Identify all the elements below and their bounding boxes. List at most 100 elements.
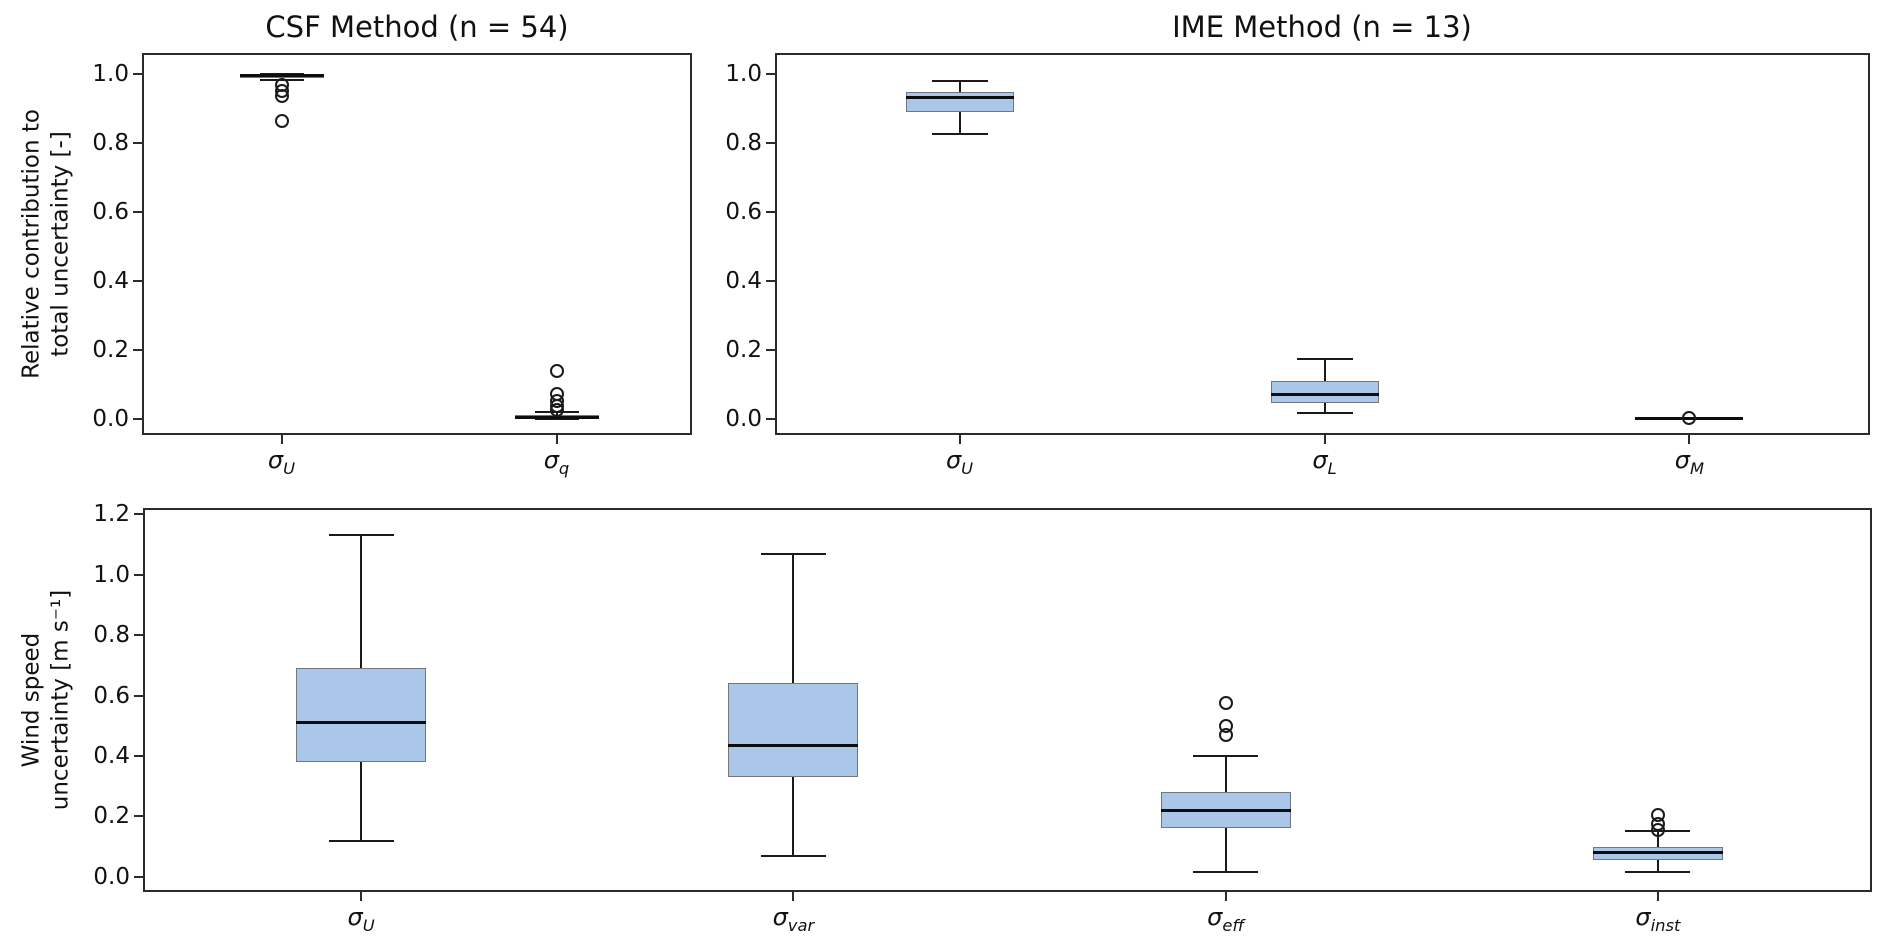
- y-tick-mark: [766, 418, 775, 421]
- csf-plot-title: CSF Method (n = 54): [265, 10, 569, 44]
- box-cap-lower: [760, 854, 826, 857]
- box-whisker-upper: [958, 81, 961, 93]
- y-tick-mark: [766, 142, 775, 145]
- y-tick-mark: [133, 349, 142, 352]
- y-tick-mark: [134, 694, 143, 697]
- y-tick-label: 0.6: [93, 682, 130, 709]
- wind-speed-uncertainty-plot-area: 0.0 0.2 0.4 0.6 0.8 1.0 1.2 σU σvar σeff σinst: [93, 501, 1872, 935]
- y-tick-label: 0.4: [92, 268, 129, 295]
- x-tick-mark: [1656, 892, 1659, 901]
- median-line: [514, 415, 599, 419]
- median-line: [728, 743, 859, 747]
- box-whisker-lower: [958, 112, 961, 134]
- y-tick-label: 0.0: [725, 406, 762, 433]
- x-tick-label-M: σM: [1674, 446, 1705, 478]
- box-cap-upper: [1193, 754, 1259, 757]
- box-whisker-lower: [1323, 403, 1326, 414]
- box-cap-lower: [1296, 412, 1353, 415]
- box-whisker-lower: [1224, 828, 1227, 873]
- y-tick-label: 0.6: [725, 199, 762, 226]
- box-whisker-upper: [792, 553, 795, 684]
- outlier-point: [274, 88, 289, 103]
- x-tick-mark: [1688, 435, 1691, 444]
- x-tick-label-var: σvar: [772, 903, 815, 935]
- ime-method-plot-area: 0.0 0.2 0.4 0.6 0.8 1.0 σU σL σM: [725, 53, 1870, 478]
- x-tick-mark: [360, 892, 363, 901]
- x-tick-label-inst: σinst: [1635, 903, 1681, 935]
- relative-contribution-axis-label: Relative contribution to total uncertain…: [18, 109, 73, 379]
- y-tick-label: 0.4: [725, 268, 762, 295]
- x-tick-mark: [958, 435, 961, 444]
- y-tick-label: 0.6: [92, 199, 129, 226]
- y-tick-mark: [766, 211, 775, 214]
- y-tick-label: 0.8: [92, 130, 129, 157]
- x-tick-label-U: σU: [945, 446, 974, 478]
- x-tick-label-L: σL: [1312, 446, 1337, 478]
- x-tick-label-U: σU: [267, 446, 296, 478]
- box-cap-upper: [760, 552, 826, 555]
- x-tick-label-U: σU: [347, 903, 375, 935]
- outlier-point: [274, 113, 289, 128]
- y-tick-label: 0.0: [93, 863, 130, 890]
- y-tick-mark: [133, 280, 142, 283]
- x-tick-label-eff: σeff: [1207, 903, 1245, 935]
- x-tick-label-q: σq: [543, 446, 570, 478]
- x-tick-mark: [1323, 435, 1326, 444]
- y-tick-mark: [134, 815, 143, 818]
- box-cap-lower: [328, 839, 394, 842]
- box-cap-lower: [1193, 871, 1259, 874]
- y-tick-mark: [134, 754, 143, 757]
- median-line: [239, 74, 324, 78]
- y-tick-mark: [134, 875, 143, 878]
- y-tick-mark: [133, 73, 142, 76]
- x-tick-mark: [1224, 892, 1227, 901]
- box-whisker-upper: [1224, 755, 1227, 793]
- outlier-point: [549, 403, 564, 418]
- csf-method-plot-area: 0.0 0.2 0.4 0.6 0.8 1.0 σU σq: [92, 53, 692, 478]
- y-tick-label: 0.0: [92, 406, 129, 433]
- median-line: [1592, 851, 1723, 855]
- box-whisker-upper: [360, 535, 363, 669]
- y-tick-mark: [134, 634, 143, 637]
- y-tick-mark: [134, 573, 143, 576]
- y-tick-mark: [134, 513, 143, 516]
- box-whisker-lower: [792, 777, 795, 856]
- y-tick-mark: [766, 349, 775, 352]
- median-line: [296, 721, 427, 725]
- y-tick-label: 0.4: [93, 742, 130, 769]
- y-tick-mark: [133, 142, 142, 145]
- box-cap-lower: [1625, 871, 1691, 874]
- box-L: [1270, 381, 1379, 404]
- y-tick-label: 0.2: [92, 337, 129, 364]
- y-tick-mark: [133, 211, 142, 214]
- box-cap-lower: [534, 418, 579, 421]
- box-cap-lower: [931, 132, 988, 135]
- median-line: [1160, 808, 1291, 812]
- box-cap-upper: [931, 80, 988, 83]
- outlier-point: [549, 363, 564, 378]
- box-U: [905, 92, 1014, 113]
- y-tick-label: 1.0: [93, 561, 130, 588]
- y-tick-label: 1.0: [725, 61, 762, 88]
- box-U: [296, 668, 427, 762]
- y-tick-label: 0.8: [725, 130, 762, 157]
- y-tick-label: 1.0: [92, 61, 129, 88]
- box-var: [728, 683, 859, 778]
- box-whisker-lower: [1656, 860, 1659, 873]
- ime-plot-title: IME Method (n = 13): [1172, 10, 1472, 44]
- y-tick-label: 0.2: [93, 803, 130, 830]
- wind-speed-uncertainty-axis-label: Wind speed uncertainty [m s⁻¹]: [18, 589, 73, 811]
- outlier-point: [1650, 822, 1665, 837]
- median-line: [905, 96, 1014, 100]
- box-cap-upper: [1296, 357, 1353, 360]
- y-tick-label: 0.8: [93, 622, 130, 649]
- y-tick-label: 0.2: [725, 337, 762, 364]
- outlier-point: [1218, 696, 1233, 711]
- box-cap-upper: [328, 534, 394, 537]
- y-tick-mark: [766, 280, 775, 283]
- outlier-point: [1682, 411, 1697, 426]
- box-whisker-lower: [360, 761, 363, 841]
- outlier-point: [1218, 727, 1233, 742]
- box-whisker-upper: [1656, 831, 1659, 847]
